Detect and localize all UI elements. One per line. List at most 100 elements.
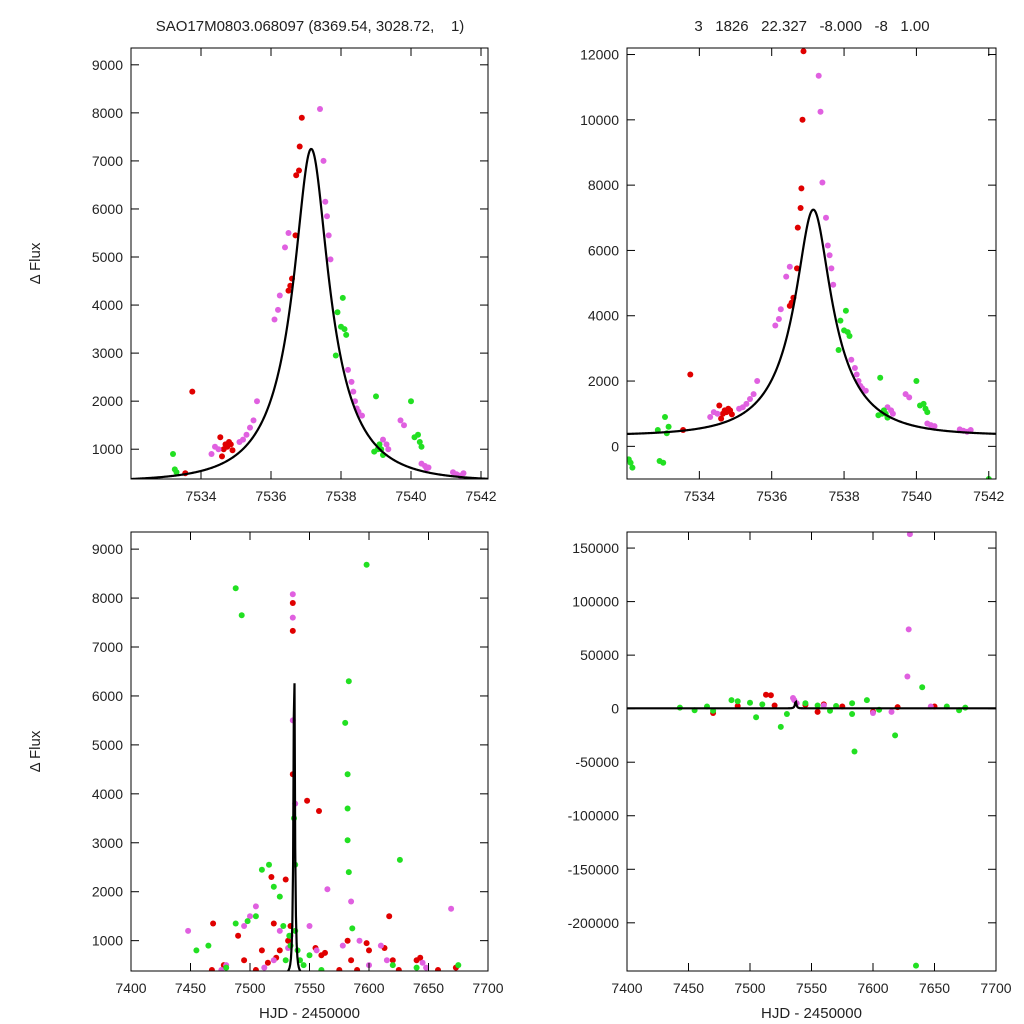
y-tick-label: 6000 [92, 688, 123, 704]
plot-area [627, 532, 996, 969]
data-point-green [849, 711, 856, 717]
data-point-green [892, 732, 899, 739]
data-point-magenta [261, 964, 268, 971]
data-point-magenta [356, 937, 363, 944]
data-point-green [376, 441, 383, 448]
data-point-green [846, 333, 853, 339]
plot-frame [130, 47, 489, 480]
data-point-magenta [348, 378, 355, 385]
data-point-magenta [241, 923, 248, 929]
data-point-red [285, 937, 292, 944]
panel-bottom-left: 7400 7450 7500 7550 7600 7650 7700 1000 2000 3000… [27, 531, 504, 1022]
data-point-red [814, 708, 821, 715]
data-point-green [665, 423, 672, 430]
data-point-green [318, 967, 325, 971]
data-point-green [814, 702, 821, 709]
data-point-magenta [380, 436, 386, 443]
data-point-magenta [317, 106, 323, 112]
data-point-red [219, 453, 225, 460]
data-point-red [316, 808, 322, 814]
x-tick-label: 7550 [294, 980, 325, 996]
x-tick-label: 7534 [185, 488, 216, 504]
y-tick-label: 10000 [580, 112, 619, 128]
panel-top-right: 7534 7536 7538 7540 7542 0 2000 4000 6000 8000 100… [580, 47, 1004, 504]
data-point-green [344, 805, 351, 812]
right-panel-title: 3 1826 22.327 -8.000 -8 1.00 [694, 18, 929, 35]
data-point-red [258, 947, 265, 954]
data-point-green [851, 748, 858, 755]
y-tick-label: 0 [611, 438, 619, 454]
data-point-magenta [419, 959, 426, 966]
y-tick-label: 100000 [572, 594, 619, 610]
x-tick-label: 7600 [857, 980, 888, 996]
data-point-red [799, 116, 806, 123]
y-tick-label: 6000 [588, 242, 619, 258]
data-point-green [629, 464, 636, 471]
data-point-green [734, 698, 741, 705]
data-point-green [345, 678, 352, 685]
y-tick-label: 6000 [92, 201, 123, 217]
data-point-red [276, 947, 283, 954]
data-point-magenta [824, 242, 831, 249]
data-point-green [759, 701, 766, 708]
y-axis-label: Δ Flux [27, 730, 44, 772]
x-tick-label: 7400 [115, 980, 146, 996]
data-point-magenta [383, 957, 390, 964]
data-point-red [344, 937, 351, 944]
data-point-magenta [905, 626, 912, 633]
data-point-green [344, 837, 351, 844]
data-point-green [455, 962, 462, 969]
data-point-magenta [775, 316, 782, 322]
data-point-green [783, 711, 790, 717]
data-point-magenta [931, 423, 938, 430]
data-point-green [170, 451, 176, 457]
data-point-green [728, 697, 735, 704]
y-tick-label: 8000 [588, 177, 619, 193]
data-point-red [354, 967, 361, 971]
y-tick-label: 50000 [580, 647, 619, 663]
data-point-red [794, 265, 800, 272]
data-point-magenta [820, 702, 827, 709]
data-point-green [349, 925, 356, 932]
y-tick-label: 8000 [92, 105, 123, 121]
data-point-magenta [750, 391, 757, 398]
data-point-magenta [289, 614, 296, 621]
y-tick-label: -150000 [568, 861, 620, 877]
data-point-red [797, 205, 804, 211]
data-point-red [210, 920, 217, 927]
data-point-red [363, 940, 370, 947]
data-point-magenta [250, 417, 257, 424]
y-tick-label: 5000 [92, 737, 123, 753]
data-point-magenta [743, 400, 750, 407]
data-point-red [767, 692, 774, 699]
data-point-green [306, 952, 313, 959]
data-point-green [238, 612, 245, 619]
data-point-magenta [397, 417, 404, 424]
data-point-green [343, 331, 350, 338]
data-point-green [920, 400, 927, 407]
x-tick-label: 7500 [734, 980, 765, 996]
data-point-magenta [240, 436, 246, 443]
data-point-magenta [254, 398, 260, 405]
data-point-green [339, 294, 346, 301]
model-curve [627, 208, 996, 436]
data-point-magenta [276, 927, 283, 934]
data-point-green [389, 962, 396, 969]
data-point-red [716, 402, 723, 409]
data-point-magenta [888, 708, 895, 715]
y-tick-label: 12000 [580, 47, 619, 63]
data-point-magenta [830, 281, 837, 288]
data-point-magenta [359, 412, 365, 419]
y-tick-label: 4000 [92, 297, 123, 313]
data-point-green [753, 714, 760, 721]
x-tick-label: 7542 [465, 488, 496, 504]
data-point-green [747, 699, 753, 706]
data-point-red [435, 967, 441, 971]
y-tick-label: -200000 [568, 915, 620, 931]
data-point-green [345, 869, 352, 876]
data-point-magenta [889, 410, 896, 417]
data-point-magenta [339, 942, 346, 949]
data-point-magenta [823, 214, 829, 221]
data-point-magenta [460, 470, 467, 477]
data-point-green [276, 893, 283, 900]
